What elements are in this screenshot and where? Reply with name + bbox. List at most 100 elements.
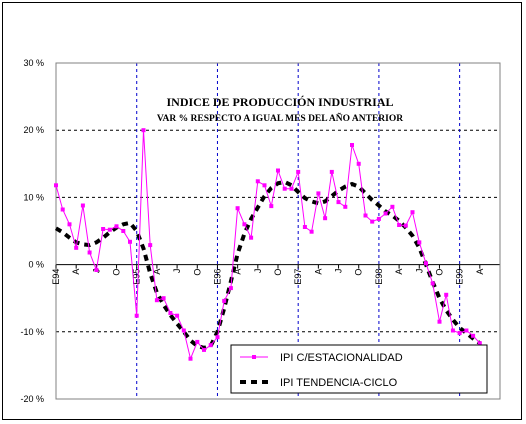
data-point-ipi-estacionalidad <box>235 206 240 211</box>
y-tick-label: 0 % <box>28 260 44 270</box>
data-point-ipi-estacionalidad <box>242 222 247 227</box>
data-point-ipi-estacionalidad <box>128 239 132 244</box>
x-tick-label: J <box>253 269 263 274</box>
data-point-ipi-estacionalidad <box>80 203 85 208</box>
data-point-ipi-estacionalidad <box>397 223 402 227</box>
data-point-ipi-estacionalidad <box>94 268 99 272</box>
data-point-ipi-estacionalidad <box>188 356 193 361</box>
y-tick-label: 30 % <box>23 58 44 68</box>
data-point-ipi-estacionalidad <box>477 341 482 346</box>
x-tick-label: A <box>152 269 162 275</box>
data-point-ipi-estacionalidad <box>269 204 274 209</box>
x-tick-label: O <box>354 269 364 276</box>
data-point-ipi-estacionalidad <box>329 169 334 174</box>
data-point-ipi-estacionalidad <box>141 128 146 133</box>
chart-subtitle: VAR % RESPECTO A IGUAL MES DEL AÑO ANTER… <box>157 112 403 124</box>
data-point-ipi-estacionalidad <box>390 204 395 209</box>
y-tick-label: -10 % <box>20 327 44 337</box>
data-point-ipi-estacionalidad <box>350 143 354 147</box>
x-tick-label: J <box>334 269 344 274</box>
series-layer <box>54 128 482 361</box>
data-point-ipi-estacionalidad <box>302 225 307 229</box>
x-tick-label: J <box>414 269 424 274</box>
data-point-ipi-estacionalidad <box>208 343 213 348</box>
x-tick-label: E98 <box>374 269 384 285</box>
data-point-ipi-estacionalidad <box>60 207 65 212</box>
legend: IPI C/ESTACIONALIDAD IPI TENDENCIA-CICLO <box>230 344 488 394</box>
data-point-ipi-estacionalidad <box>262 183 267 188</box>
x-axis: E94AJOE95AJOE96AJOE97AJOE98AJOE99A <box>51 264 485 285</box>
data-point-ipi-estacionalidad <box>370 219 375 224</box>
data-point-ipi-estacionalidad <box>74 245 79 250</box>
data-point-ipi-estacionalidad <box>356 161 361 166</box>
series-line-ipi-tendencia-ciclo <box>54 179 481 350</box>
data-point-ipi-estacionalidad <box>54 183 58 188</box>
data-point-ipi-estacionalidad <box>249 235 254 240</box>
data-point-ipi-estacionalidad <box>457 331 462 336</box>
data-point-ipi-estacionalidad <box>67 222 72 227</box>
data-point-ipi-estacionalidad <box>175 313 180 318</box>
data-point-ipi-estacionalidad <box>296 169 301 174</box>
data-point-ipi-estacionalidad <box>424 261 428 266</box>
x-tick-label: O <box>192 269 202 276</box>
data-point-ipi-estacionalidad <box>276 168 280 173</box>
data-point-ipi-estacionalidad <box>195 339 200 344</box>
data-point-ipi-estacionalidad <box>114 224 119 229</box>
data-point-ipi-estacionalidad <box>121 229 126 233</box>
data-point-ipi-estacionalidad <box>202 347 206 352</box>
data-point-ipi-estacionalidad <box>181 328 186 333</box>
data-point-ipi-estacionalidad <box>134 313 139 318</box>
x-tick-label: O <box>112 269 122 276</box>
data-point-ipi-estacionalidad <box>323 216 328 221</box>
chart-title: INDICE DE PRODUCCIÓN INDUSTRIAL <box>166 95 393 109</box>
series-line-ipi-estacionalidad <box>55 130 481 361</box>
data-point-ipi-estacionalidad <box>403 223 408 228</box>
x-tick-label: E95 <box>132 269 142 285</box>
data-point-ipi-estacionalidad <box>430 281 435 286</box>
data-point-ipi-estacionalidad <box>376 216 381 221</box>
data-point-ipi-estacionalidad <box>161 296 166 301</box>
legend-label-ipi-estacionalidad: IPI C/ESTACIONALIDAD <box>280 352 403 364</box>
data-point-ipi-estacionalidad <box>222 298 227 303</box>
data-point-ipi-estacionalidad <box>215 335 220 340</box>
data-point-ipi-estacionalidad <box>417 240 422 245</box>
data-point-ipi-estacionalidad <box>255 179 260 184</box>
data-point-ipi-estacionalidad <box>289 186 294 191</box>
x-tick-label: J <box>172 269 182 274</box>
x-tick-label: E97 <box>293 269 303 285</box>
data-point-ipi-estacionalidad <box>383 211 388 216</box>
data-point-ipi-estacionalidad <box>444 292 449 297</box>
data-point-ipi-estacionalidad <box>343 204 348 209</box>
data-point-ipi-estacionalidad <box>154 298 159 303</box>
data-point-ipi-estacionalidad <box>464 328 469 333</box>
x-tick-label: O <box>273 269 283 276</box>
data-point-ipi-estacionalidad <box>450 328 455 333</box>
y-tick-label: -20 % <box>20 394 44 404</box>
data-point-ipi-estacionalidad <box>87 250 92 255</box>
x-tick-label: A <box>475 269 485 275</box>
x-tick-label: E99 <box>455 269 465 285</box>
x-tick-label: O <box>434 269 444 276</box>
legend-marker-ipi-estacionalidad <box>252 355 256 359</box>
data-point-ipi-estacionalidad <box>228 286 233 291</box>
data-point-ipi-estacionalidad <box>309 229 314 234</box>
x-tick-label: A <box>233 269 243 275</box>
plot-area <box>55 62 501 400</box>
x-tick-label: A <box>71 269 81 275</box>
data-point-ipi-estacionalidad <box>410 210 415 215</box>
data-point-ipi-estacionalidad <box>282 186 287 191</box>
x-tick-label: A <box>394 269 404 275</box>
data-point-ipi-estacionalidad <box>471 333 476 338</box>
data-point-ipi-estacionalidad <box>336 200 341 205</box>
data-point-ipi-estacionalidad <box>168 311 173 315</box>
data-point-ipi-estacionalidad <box>363 213 368 218</box>
y-tick-label: 20 % <box>23 125 44 135</box>
data-point-ipi-estacionalidad <box>148 243 153 248</box>
data-point-ipi-estacionalidad <box>101 227 106 231</box>
x-tick-label: E96 <box>212 269 222 285</box>
legend-box <box>230 344 488 394</box>
data-point-ipi-estacionalidad <box>107 227 112 232</box>
data-point-ipi-estacionalidad <box>437 319 442 324</box>
y-tick-label: 10 % <box>23 192 44 202</box>
